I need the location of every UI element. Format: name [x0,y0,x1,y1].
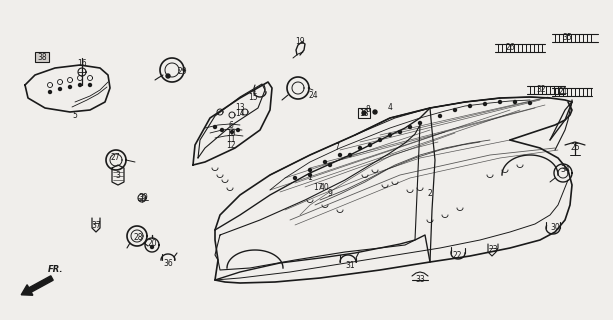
Text: 12: 12 [226,140,236,149]
Polygon shape [438,115,441,117]
Polygon shape [166,74,170,78]
Text: FR.: FR. [48,265,64,274]
Text: 7: 7 [335,143,340,153]
Text: 25: 25 [570,143,580,153]
Polygon shape [308,173,311,177]
Text: 17: 17 [313,183,323,193]
Text: 28: 28 [133,234,143,243]
Polygon shape [419,122,422,124]
Polygon shape [398,131,402,133]
Text: 29: 29 [177,68,187,76]
Polygon shape [454,108,457,111]
Text: 4: 4 [387,103,392,113]
Polygon shape [237,129,240,132]
Polygon shape [373,110,377,114]
Polygon shape [88,84,91,86]
Polygon shape [408,125,411,129]
Polygon shape [362,111,366,115]
Text: 34: 34 [560,165,570,174]
Text: 11: 11 [226,134,236,143]
Polygon shape [221,129,224,132]
Polygon shape [528,101,531,105]
Text: 13: 13 [235,103,245,113]
Polygon shape [69,85,72,89]
Text: 35: 35 [562,34,572,43]
Text: 6: 6 [229,122,234,131]
Polygon shape [294,177,297,180]
Polygon shape [58,87,61,91]
Polygon shape [498,100,501,103]
Text: 10: 10 [226,129,236,138]
Polygon shape [514,100,517,103]
Text: 37: 37 [91,220,101,229]
Text: 23: 23 [488,244,498,253]
Text: 30: 30 [550,223,560,233]
Bar [358,108,370,118]
Text: 3: 3 [116,171,120,180]
Polygon shape [230,131,234,133]
Text: 21: 21 [558,87,568,97]
Polygon shape [308,169,311,172]
Text: 24: 24 [308,91,318,100]
Text: 19: 19 [295,37,305,46]
Text: 39: 39 [138,193,148,202]
Text: 5: 5 [72,110,77,119]
Text: 36: 36 [163,259,173,268]
Polygon shape [389,133,392,137]
Text: 1: 1 [308,173,313,182]
Polygon shape [359,147,362,149]
Polygon shape [213,125,216,129]
Text: 8: 8 [365,106,370,115]
Polygon shape [78,84,82,86]
Polygon shape [368,143,371,147]
Polygon shape [151,245,153,249]
Text: 26: 26 [505,44,515,52]
Text: 40: 40 [319,183,329,193]
Text: 15: 15 [248,92,258,101]
Text: 18: 18 [359,108,369,117]
Text: 38: 38 [37,52,47,61]
Text: 9: 9 [327,188,332,197]
Polygon shape [48,91,51,93]
Polygon shape [484,102,487,106]
Text: 22: 22 [452,251,462,260]
Polygon shape [468,105,471,108]
Polygon shape [338,154,341,156]
Polygon shape [349,154,351,156]
FancyArrow shape [21,276,53,295]
Polygon shape [378,139,381,141]
Polygon shape [324,161,327,164]
Bar [35,52,49,62]
Text: 32: 32 [536,85,546,94]
Polygon shape [329,164,332,166]
Text: 14: 14 [235,109,245,118]
Text: 27: 27 [110,154,120,163]
Text: 33: 33 [415,276,425,284]
Text: 16: 16 [77,59,87,68]
Text: 20: 20 [147,238,157,247]
Text: 2: 2 [428,188,432,197]
Text: 31: 31 [345,260,355,269]
